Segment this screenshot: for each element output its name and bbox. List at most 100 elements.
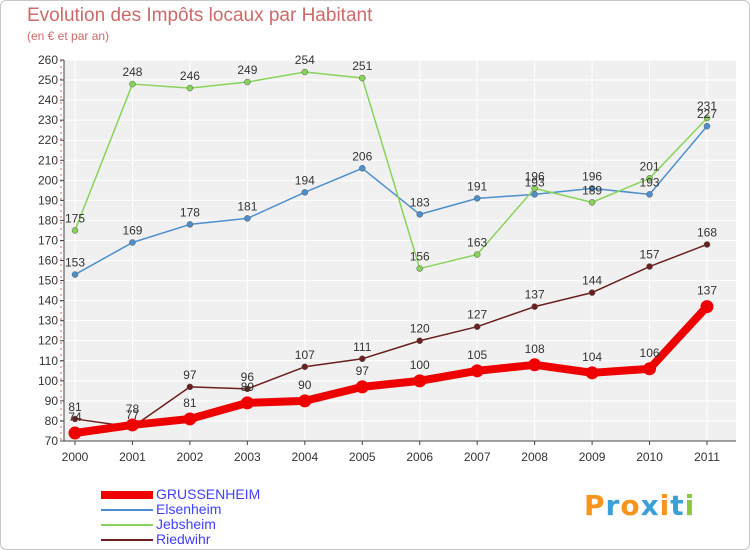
y-tick-label: 160 [38, 254, 58, 268]
data-point-grussenheim [355, 380, 369, 394]
axes [60, 60, 736, 442]
data-label-elsenheim: 194 [295, 173, 315, 187]
data-label-jebsheim: 249 [237, 63, 257, 77]
y-tick-label: 140 [38, 294, 58, 308]
data-label-elsenheim: 206 [352, 149, 372, 163]
data-point-riedwihr [473, 323, 481, 330]
legend-label-elsenheim: Elsenheim [156, 501, 222, 517]
data-label-elsenheim: 169 [122, 223, 142, 237]
data-point-grussenheim [700, 300, 714, 314]
data-label-riedwihr: 96 [241, 370, 255, 384]
logo-letter: t [670, 489, 685, 522]
y-tick-label: 130 [38, 314, 58, 328]
data-point-elsenheim [301, 189, 309, 196]
y-tick-label: 210 [38, 153, 58, 167]
data-label-riedwihr: 77 [126, 408, 140, 422]
data-label-jebsheim: 251 [352, 59, 372, 73]
y-tick-label: 230 [38, 113, 58, 127]
x-tick-label: 2001 [119, 450, 146, 464]
data-point-riedwihr [359, 355, 366, 363]
legend-swatch-riedwihr [101, 539, 153, 541]
data-point-riedwihr [186, 383, 194, 391]
data-label-grussenheim: 81 [183, 396, 197, 410]
legend-item-grussenheim: GRUSSENHEIM [101, 486, 361, 502]
data-label-riedwihr: 107 [295, 348, 315, 362]
y-tick-label: 250 [38, 73, 58, 87]
x-tick-label: 2010 [636, 450, 663, 464]
y-tick-label: 150 [38, 274, 58, 288]
data-label-riedwihr: 157 [640, 248, 660, 262]
logo-letter: i [684, 489, 696, 522]
data-label-grussenheim: 108 [525, 342, 545, 356]
data-point-grussenheim [125, 418, 139, 432]
data-point-elsenheim [473, 195, 481, 202]
data-point-riedwihr [301, 363, 309, 371]
data-label-grussenheim: 78 [126, 402, 140, 416]
series-line-grussenheim [71, 302, 711, 437]
data-labels: 74 78 81 89 90 97 100 105 108 104 106 137 153 169 178 1… [65, 53, 717, 424]
data-label-jebsheim: 175 [65, 211, 85, 225]
y-tick-label: 200 [38, 173, 58, 187]
data-point-jebsheim [588, 199, 596, 206]
data-point-elsenheim [244, 215, 251, 222]
data-label-grussenheim: 90 [298, 378, 312, 392]
y-tick-label: 110 [39, 354, 58, 368]
legend-item-jebsheim: Jebsheim [101, 516, 361, 532]
data-label-elsenheim: 178 [180, 205, 200, 219]
y-tick-label: 180 [38, 213, 58, 227]
x-tick-label: 2000 [62, 450, 89, 464]
logo-letter: o [620, 489, 641, 522]
data-point-jebsheim [186, 84, 194, 92]
data-point-jebsheim [359, 74, 366, 82]
data-label-grussenheim: 137 [697, 284, 717, 298]
legend-label-grussenheim: GRUSSENHEIM [156, 486, 261, 502]
x-axis-ticks: 2000 2001 2002 2003 2004 2005 2006 2007 2008 2009… [62, 441, 720, 464]
data-label-jebsheim: 246 [180, 69, 200, 83]
data-label-jebsheim: 196 [525, 169, 545, 183]
data-point-elsenheim [703, 122, 711, 130]
data-point-grussenheim [240, 396, 254, 410]
data-point-elsenheim [359, 165, 366, 172]
data-label-elsenheim: 227 [697, 107, 717, 121]
legend: GRUSSENHEIM Elsenheim Jebsheim Riedwihr [101, 486, 361, 547]
data-point-riedwihr [416, 337, 423, 344]
grid-lines [64, 59, 736, 441]
data-label-grussenheim: 74 [68, 410, 82, 424]
data-point-jebsheim [703, 114, 711, 122]
data-label-elsenheim: 153 [65, 256, 85, 270]
y-tick-label: 220 [38, 133, 58, 147]
data-label-riedwihr: 127 [467, 308, 487, 322]
data-label-elsenheim: 196 [582, 169, 602, 183]
y-tick-label: 240 [38, 93, 58, 107]
data-point-jebsheim [129, 80, 136, 88]
data-point-elsenheim [186, 221, 194, 228]
data-label-elsenheim: 183 [410, 195, 430, 209]
data-point-grussenheim [643, 362, 657, 376]
data-point-elsenheim [588, 185, 596, 192]
data-point-jebsheim [473, 251, 481, 258]
data-point-grussenheim [298, 394, 312, 408]
data-point-elsenheim [129, 239, 136, 246]
y-tick-label: 120 [38, 334, 58, 348]
y-tick-label: 80 [45, 414, 59, 428]
data-point-grussenheim [470, 364, 484, 378]
data-label-jebsheim: 163 [467, 236, 487, 250]
data-label-grussenheim: 106 [640, 346, 660, 360]
plot-background [64, 60, 736, 441]
data-point-jebsheim [531, 185, 538, 192]
data-point-riedwihr [244, 385, 251, 393]
data-point-elsenheim [646, 191, 653, 198]
data-label-jebsheim: 189 [582, 183, 602, 197]
logo-letter: P [584, 489, 606, 522]
data-label-elsenheim: 193 [525, 175, 545, 189]
data-point-jebsheim [646, 175, 653, 182]
data-label-riedwihr: 97 [183, 368, 197, 382]
y-axis-ticks: 70 80 90 100 110 120 130 140 150 160 170 180 190 200 2… [38, 53, 64, 448]
series-line-elsenheim [74, 125, 708, 276]
data-point-riedwihr [531, 303, 538, 310]
data-label-jebsheim: 254 [295, 53, 315, 67]
data-label-riedwihr: 144 [582, 274, 602, 288]
logo-letter: i [659, 489, 671, 522]
data-point-grussenheim [528, 358, 542, 372]
